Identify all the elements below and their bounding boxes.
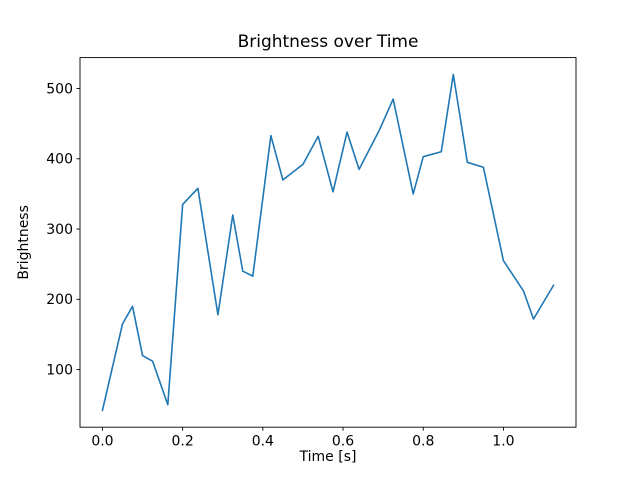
y-tick-label: 300 [46,222,73,238]
x-tick-label: 1.0 [492,434,514,450]
y-tick-label: 400 [46,152,73,168]
y-axis-label: Brightness [16,205,32,280]
y-tick-label: 500 [46,81,73,97]
plot-area [79,57,577,428]
x-tick-label: 0.8 [412,434,434,450]
x-tick-label: 0.0 [91,434,113,450]
x-axis-ticks: 0.0 0.2 0.4 0.6 0.8 1.0 [91,427,515,450]
y-tick-label: 100 [46,362,73,378]
x-tick-label: 0.2 [172,434,194,450]
x-tick-label: 0.6 [332,434,354,450]
x-tick-label: 0.4 [252,434,274,450]
y-tick-label: 200 [46,292,73,308]
brightness-line [101,73,555,412]
y-axis-ticks: 100 200 300 400 500 [46,81,80,378]
x-axis-label: Time [s] [299,449,357,465]
chart-title: Brightness over Time [238,32,419,52]
